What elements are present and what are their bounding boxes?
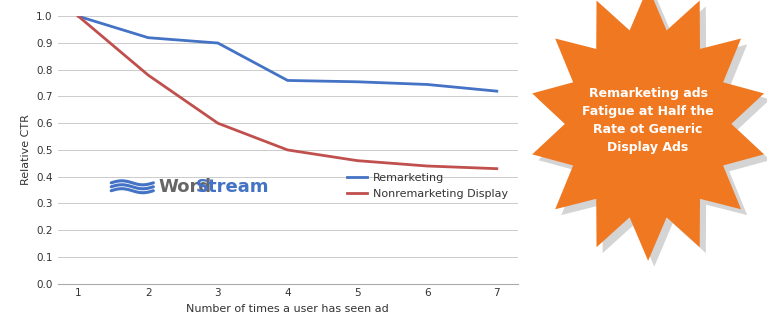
Text: Stream: Stream <box>196 178 269 196</box>
Nonremarketing Display <box>423 164 432 168</box>
Line: Remarketing: Remarketing <box>78 16 497 91</box>
Remarketing <box>353 80 362 84</box>
Polygon shape <box>538 0 767 267</box>
Nonremarketing Display <box>74 14 83 18</box>
Line: Nonremarketing Display: Nonremarketing Display <box>78 16 497 169</box>
Nonremarketing Display <box>143 73 153 77</box>
Remarketing <box>283 79 292 82</box>
Nonremarketing Display <box>492 167 502 170</box>
Y-axis label: Relative CTR: Relative CTR <box>21 114 31 185</box>
Remarketing <box>213 41 222 45</box>
Remarketing <box>492 89 502 93</box>
Remarketing <box>423 82 432 86</box>
Text: Remarketing ads
Fatigue at Half the
Rate ot Generic
Display Ads: Remarketing ads Fatigue at Half the Rate… <box>582 87 714 154</box>
Nonremarketing Display <box>353 159 362 163</box>
X-axis label: Number of times a user has seen ad: Number of times a user has seen ad <box>186 304 389 314</box>
Nonremarketing Display <box>213 121 222 125</box>
Remarketing <box>74 14 83 18</box>
Text: Word: Word <box>159 178 212 196</box>
Nonremarketing Display <box>283 148 292 152</box>
Polygon shape <box>532 0 764 261</box>
Remarketing <box>143 36 153 40</box>
Legend: Remarketing, Nonremarketing Display: Remarketing, Nonremarketing Display <box>343 169 512 203</box>
